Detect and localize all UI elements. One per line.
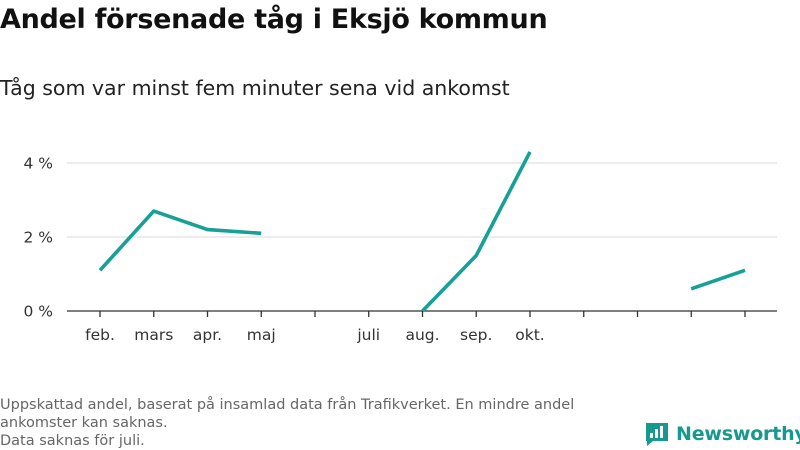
x-tick-label: sep. xyxy=(460,326,492,344)
x-tick-label: apr. xyxy=(193,326,222,344)
series-line xyxy=(421,151,532,313)
newsworthy-logo: Newsworthy xyxy=(644,420,800,448)
y-tick-label: 2 % xyxy=(23,229,53,247)
footer-note-line: ankomster kan saknas. xyxy=(0,415,168,431)
chart-subtitle: Tåg som var minst fem minuter sena vid a… xyxy=(0,76,510,100)
x-tick-label: okt. xyxy=(515,326,544,344)
x-tick-label: aug. xyxy=(405,326,439,344)
series-line xyxy=(98,209,262,272)
y-tick-label: 4 % xyxy=(23,155,53,173)
footer-note-line: Data saknas för juli. xyxy=(0,433,145,449)
footer-note: Uppskattad andel, baserat på insamlad da… xyxy=(0,396,630,450)
chart-title: Andel försenade tåg i Eksjö kommun xyxy=(0,4,548,35)
bar-chart-logo-icon xyxy=(646,423,668,446)
x-tick-label: feb. xyxy=(85,326,115,344)
brand-name: Newsworthy xyxy=(676,423,800,445)
x-tick-label: maj xyxy=(247,326,276,344)
footer-note-line: Uppskattad andel, baserat på insamlad da… xyxy=(0,397,575,413)
series-line xyxy=(690,268,746,291)
x-tick-label: mars xyxy=(134,326,173,344)
y-tick-label: 0 % xyxy=(23,303,53,321)
line-chart: 0 % 2 % 4 % feb. mars apr. maj juli aug. sep. okt. xyxy=(23,151,777,344)
x-tick-label: juli xyxy=(356,326,380,344)
